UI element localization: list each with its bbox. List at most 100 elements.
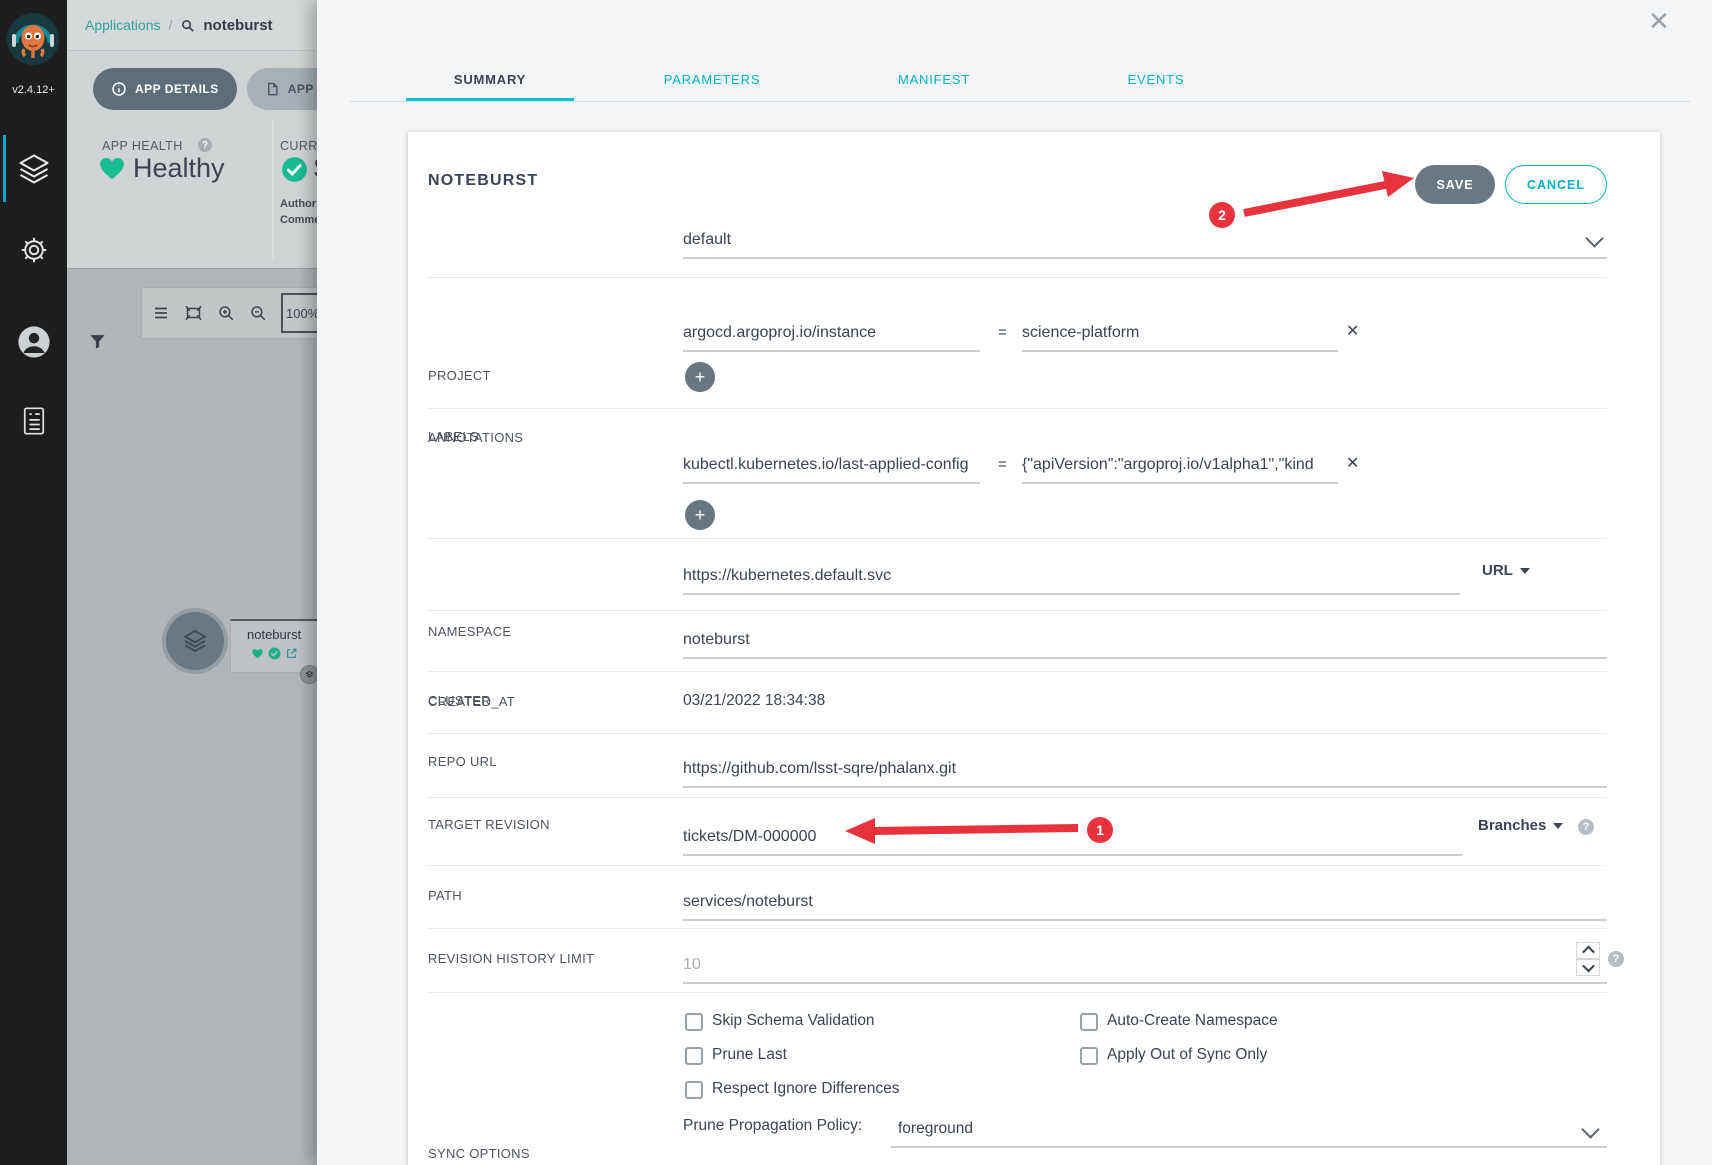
checkbox-skip-schema-validation[interactable]: [685, 1013, 703, 1031]
chevron-down-icon: [1581, 1120, 1600, 1139]
revision-type-value: Branches: [1478, 817, 1547, 834]
revision-type-dropdown[interactable]: Branches: [1478, 817, 1564, 834]
layers-icon: [18, 153, 49, 184]
sync-options-label: SYNC OPTIONS: [428, 1146, 530, 1161]
prune-propagation-policy-select[interactable]: foreground: [891, 1118, 1607, 1148]
gear-icon: [21, 237, 46, 262]
edit-app-panel: ✕ SUMMARY PARAMETERS MANIFEST EVENTS NOT…: [317, 0, 1712, 1165]
user-icon: [17, 325, 50, 358]
external-link-icon[interactable]: [285, 647, 298, 660]
document-icon: [23, 406, 44, 435]
labels-label: LABELS: [428, 429, 479, 444]
top-bar: Applications / noteburst: [67, 0, 317, 51]
resource-tree-canvas: noteburst: [67, 268, 317, 1165]
repo-url-label: REPO URL: [428, 754, 497, 769]
path-input[interactable]: [683, 891, 1607, 921]
checkbox-respect-ignore-differences[interactable]: [685, 1081, 703, 1099]
sidebar-item-help[interactable]: [0, 387, 67, 454]
checkbox-label: Prune Last: [712, 1046, 787, 1063]
graph-toolbar: [141, 287, 317, 339]
zoom-level-input[interactable]: [281, 293, 317, 333]
sidebar-item-applications[interactable]: [0, 135, 67, 202]
revision-help-icon[interactable]: ?: [1578, 819, 1594, 835]
target-revision-input[interactable]: [683, 826, 1462, 856]
sidebar-item-user[interactable]: [0, 308, 67, 375]
prune-propagation-policy-label: Prune Propagation Policy:: [683, 1117, 863, 1134]
spinner-down-button[interactable]: [1576, 959, 1600, 976]
target-revision-label: TARGET REVISION: [428, 817, 550, 832]
tab-manifest[interactable]: MANIFEST: [897, 72, 971, 87]
remove-annotation-icon[interactable]: ✕: [1346, 455, 1360, 472]
spinner-up-button[interactable]: [1576, 942, 1600, 959]
app-details-label: APP DETAILS: [135, 82, 219, 96]
checkbox-apply-out-of-sync-only[interactable]: [1080, 1047, 1098, 1065]
label-key-input[interactable]: [683, 322, 980, 352]
callout-badge-1: 1: [1087, 817, 1113, 843]
tab-summary[interactable]: SUMMARY: [453, 72, 527, 87]
checkbox-prune-last[interactable]: [685, 1047, 703, 1065]
app-diff-button[interactable]: APP DIF: [246, 68, 317, 110]
cluster-input[interactable]: [683, 565, 1460, 595]
row-divider: [428, 865, 1607, 866]
callout-badge-2: 2: [1209, 202, 1235, 228]
app-details-button[interactable]: APP DETAILS: [93, 68, 237, 110]
cluster-label: CLUSTER: [428, 693, 491, 708]
applications-page-background: Applications / noteburst APP DETAILS APP…: [67, 0, 317, 1165]
close-icon[interactable]: ✕: [1648, 6, 1670, 36]
checkbox-label: Apply Out of Sync Only: [1107, 1046, 1268, 1063]
heart-icon: [97, 153, 127, 188]
app-node-circle[interactable]: [162, 608, 228, 674]
sync-status-value: Sy: [313, 153, 317, 184]
breadcrumb: Applications / noteburst: [85, 0, 273, 50]
app-node-card[interactable]: noteburst: [230, 619, 317, 673]
row-divider: [428, 610, 1607, 611]
health-status-value: Healthy: [133, 153, 225, 183]
label-value-input[interactable]: [1022, 322, 1338, 352]
tab-parameters[interactable]: PARAMETERS: [663, 72, 761, 87]
cancel-button[interactable]: CANCEL: [1505, 165, 1607, 204]
add-annotation-button[interactable]: +: [685, 500, 715, 530]
annotation-value-input[interactable]: [1022, 454, 1338, 484]
number-spinner: [1576, 942, 1600, 976]
annotation-key-input[interactable]: [683, 454, 980, 484]
health-help-icon[interactable]: ?: [198, 138, 212, 152]
repo-url-input[interactable]: [683, 758, 1607, 788]
heart-icon: [252, 649, 263, 659]
current-sync-label: CURRENT: [280, 139, 317, 153]
active-indicator: [3, 135, 6, 202]
project-input[interactable]: [683, 229, 1607, 259]
sync-check-icon: [281, 156, 308, 188]
history-limit-help-icon[interactable]: ?: [1608, 951, 1624, 967]
cluster-mode-dropdown[interactable]: URL: [1482, 562, 1530, 579]
breadcrumb-separator: /: [168, 17, 173, 33]
app-health-label: APP HEALTH: [102, 139, 183, 153]
checkbox-label: Auto-Create Namespace: [1107, 1012, 1278, 1029]
filter-icon[interactable]: [88, 331, 107, 357]
revision-history-limit-input[interactable]: [683, 954, 1607, 984]
breadcrumb-current-app: noteburst: [203, 16, 273, 34]
sidebar-item-settings[interactable]: [0, 216, 67, 283]
search-icon: [182, 19, 195, 32]
remove-label-icon[interactable]: ✕: [1346, 323, 1360, 340]
equals-sign: =: [998, 324, 1007, 341]
list-view-icon[interactable]: [152, 304, 170, 322]
save-button[interactable]: SAVE: [1415, 165, 1495, 204]
file-icon: [267, 82, 278, 96]
node-name: noteburst: [247, 627, 302, 642]
app-version: v2.4.12+: [12, 84, 55, 96]
checkbox-auto-create-namespace[interactable]: [1080, 1013, 1098, 1031]
add-label-button[interactable]: +: [685, 362, 715, 392]
tab-events[interactable]: EVENTS: [1127, 72, 1185, 87]
node-kind-badge: [300, 665, 317, 684]
breadcrumb-applications-link[interactable]: Applications: [85, 17, 161, 33]
zoom-in-icon[interactable]: [217, 304, 235, 322]
namespace-input[interactable]: [683, 629, 1607, 659]
revision-history-limit-label: REVISION HISTORY LIMIT: [428, 951, 595, 966]
path-label: PATH: [428, 888, 462, 903]
zoom-out-icon[interactable]: [249, 304, 267, 322]
status-column-divider: [272, 120, 274, 258]
caret-down-icon: [1519, 567, 1530, 574]
row-divider: [428, 671, 1607, 672]
fit-view-icon[interactable]: [184, 304, 203, 322]
prune-propagation-policy-value: foreground: [898, 1120, 973, 1137]
